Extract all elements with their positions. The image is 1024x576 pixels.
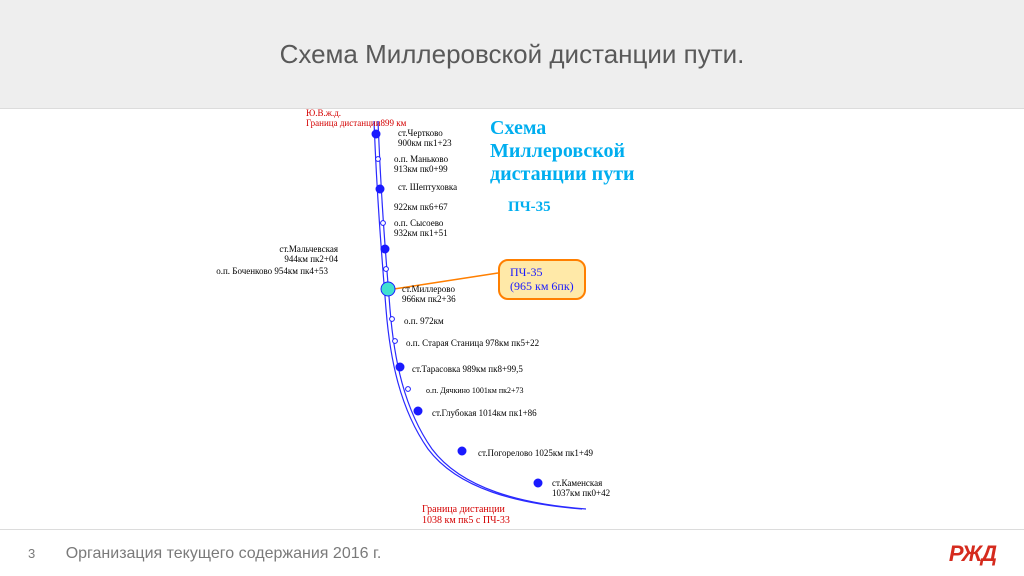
- diagram-canvas: Ю.В.ж.д.Граница дистанции899 км Граница д…: [0, 108, 1024, 530]
- diagram-label: ст.Глубокая 1014км пк1+86: [432, 409, 537, 419]
- diagram-subtitle: ПЧ-35: [508, 199, 551, 216]
- station-marker: [390, 317, 395, 322]
- rzd-logo: РЖД: [949, 541, 996, 567]
- diagram-label: ст.Мальчевская944км пк2+04: [279, 245, 338, 265]
- diagram-label: Ю.В.ж.д.Граница дистанции899 км: [306, 109, 406, 129]
- slide-footer: 3 Организация текущего содержания 2016 г…: [0, 530, 1024, 576]
- station-marker: [396, 363, 404, 371]
- diagram-label: о.п. Сысоево932км пк1+51: [394, 219, 448, 239]
- station-marker: [414, 407, 422, 415]
- diagram-label: ст.Чертково900км пк1+23: [398, 129, 452, 149]
- diagram-label: о.п. Дячкино 1001км пк2+73: [426, 387, 524, 396]
- diagram-label: ст.Каменская1037км пк0+42: [552, 479, 610, 499]
- diagram-label: о.п. 972км: [404, 317, 444, 327]
- callout-box: ПЧ-35(965 км 6пк): [498, 259, 586, 300]
- station-marker: [376, 157, 381, 162]
- station-marker: [381, 245, 389, 253]
- diagram-label: Граница дистанции1038 км пк5 с ПЧ-33: [422, 504, 510, 526]
- station-marker: [381, 221, 386, 226]
- page-number: 3: [28, 546, 35, 561]
- slide-title: Схема Миллеровской дистанции пути.: [280, 39, 745, 70]
- station-marker: [406, 387, 411, 392]
- station-marker: [534, 479, 542, 487]
- diagram-label: ст. Шептуховка: [398, 183, 457, 193]
- diagram-label: о.п. Маньково913км пк0+99: [394, 155, 448, 175]
- slide-header: Схема Миллеровской дистанции пути.: [0, 0, 1024, 108]
- station-marker: [381, 282, 395, 296]
- diagram-label: о.п. Боченково 954км пк4+53: [216, 267, 328, 277]
- footer-left: 3 Организация текущего содержания 2016 г…: [28, 545, 381, 563]
- station-marker: [376, 185, 384, 193]
- diagram-label: ст.Миллерово966км пк2+36: [402, 285, 456, 305]
- station-marker: [384, 267, 389, 272]
- diagram-label: 922км пк6+67: [394, 203, 448, 213]
- station-marker: [458, 447, 466, 455]
- diagram-label: ст.Погорелово 1025км пк1+49: [478, 449, 593, 459]
- station-marker: [372, 130, 380, 138]
- station-marker: [393, 339, 398, 344]
- diagram-label: о.п. Старая Станица 978км пк5+22: [406, 339, 539, 349]
- footer-text: Организация текущего содержания 2016 г.: [66, 545, 382, 562]
- diagram-label: ст.Тарасовка 989км пк8+99,5: [412, 365, 523, 375]
- diagram-title: СхемаМиллеровскойдистанции пути: [490, 117, 635, 186]
